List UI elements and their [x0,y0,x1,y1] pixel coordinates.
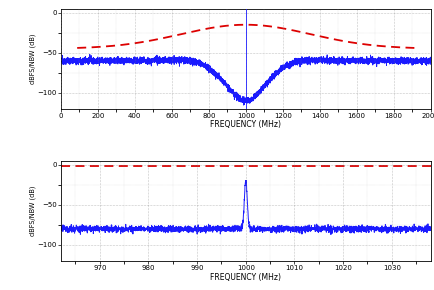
X-axis label: FREQUENCY (MHz): FREQUENCY (MHz) [210,273,281,282]
Y-axis label: dBFS/NBW (dB): dBFS/NBW (dB) [30,34,36,84]
Y-axis label: dBFS/NBW (dB): dBFS/NBW (dB) [30,186,36,236]
X-axis label: FREQUENCY (MHz): FREQUENCY (MHz) [210,120,281,129]
